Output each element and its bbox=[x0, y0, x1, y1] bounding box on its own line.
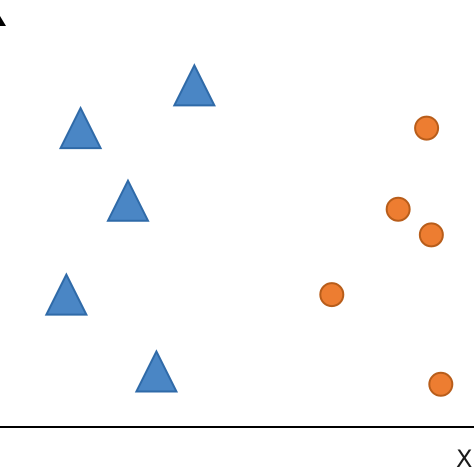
chart-marks bbox=[44, 63, 454, 397]
circle-point bbox=[319, 282, 345, 308]
triangle-point bbox=[58, 105, 103, 150]
x-axis-label: X bbox=[456, 445, 472, 473]
triangle-point bbox=[172, 63, 216, 107]
triangle-point bbox=[134, 349, 179, 393]
circle-point bbox=[385, 196, 411, 222]
circle-point bbox=[418, 222, 444, 248]
circle-point bbox=[428, 371, 454, 397]
circle-point bbox=[414, 115, 440, 141]
triangle-point bbox=[106, 178, 150, 222]
triangle-point bbox=[44, 272, 88, 316]
y-axis-arrowhead bbox=[0, 16, 6, 26]
